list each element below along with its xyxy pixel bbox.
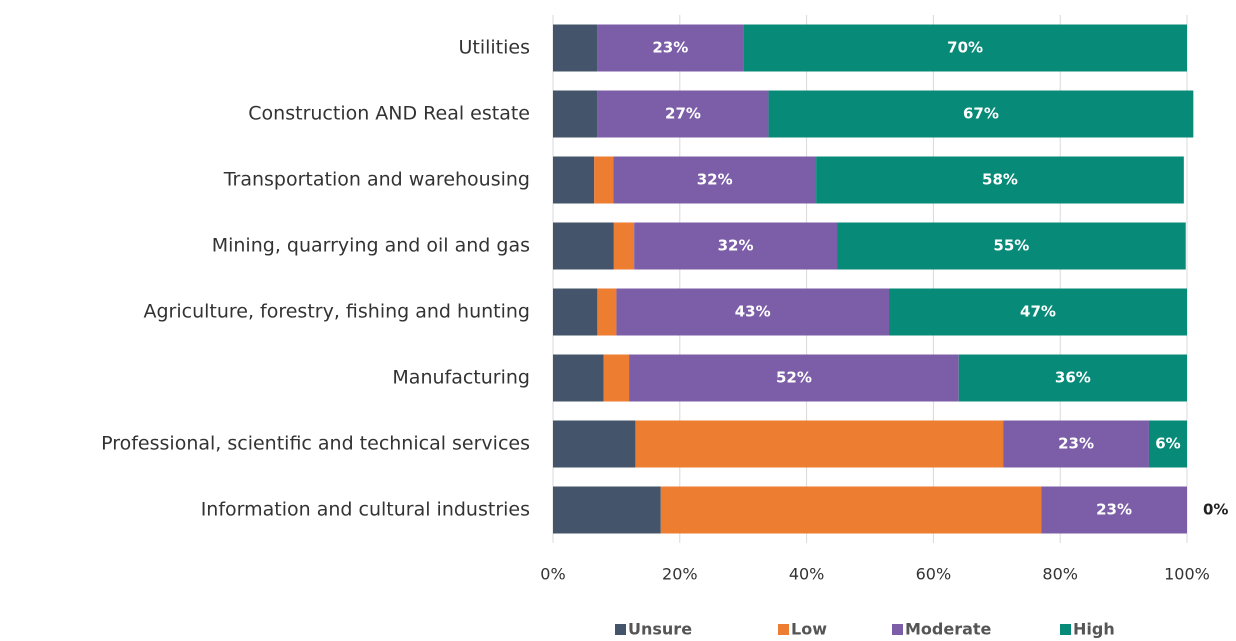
legend-label: Moderate [905,620,992,639]
data-label: 0% [1203,501,1228,519]
legend-label: High [1073,620,1115,639]
data-label: 58% [982,171,1018,189]
bar-segment [768,90,1194,138]
bar-segment [553,156,595,204]
bar-segment [553,288,598,336]
bar-segment [634,222,838,270]
x-tick-label: 0% [540,565,565,584]
data-label: 67% [963,105,999,123]
bar-segment [743,24,1187,72]
x-tick-label: 20% [662,565,698,584]
bar-segment [613,222,635,270]
data-label: 23% [652,39,688,57]
bar-segment [553,486,661,534]
bar-segment [1148,420,1187,468]
legend-swatch [1060,624,1071,635]
category-label: Information and cultural industries [201,499,530,521]
category-label: Mining, quarrying and oil and gas [212,235,530,257]
bar-segment [635,420,1004,468]
data-label: 32% [718,237,754,255]
data-label: 23% [1096,501,1132,519]
category-label: Professional, scientific and technical s… [101,433,530,455]
bar-segment [889,288,1187,336]
bar-segment [958,354,1187,402]
data-label: 52% [776,369,812,387]
data-label: 23% [1058,435,1094,453]
legend-swatch [892,624,903,635]
category-label: Utilities [458,37,530,59]
legend-label: Low [791,620,827,639]
data-label: 6% [1155,435,1180,453]
legend-swatch [615,624,626,635]
bar-segment [629,354,959,402]
bar-segment [597,24,744,72]
bar-segment [660,486,1042,534]
category-label: Manufacturing [392,367,530,389]
bar-segment [613,156,817,204]
bar-segment [553,24,598,72]
bar-segment [616,288,890,336]
data-label: 47% [1020,303,1056,321]
bar-segment [597,90,769,138]
category-label: Agriculture, forestry, fishing and hunti… [143,301,530,323]
legend-swatch [778,624,789,635]
data-label: 55% [993,237,1029,255]
bar-segment [1041,486,1187,534]
legend-label: Unsure [628,620,692,639]
bar-segment [1003,420,1149,468]
category-label: Construction AND Real estate [248,103,530,125]
category-label: Transportation and warehousing [223,169,530,191]
bar-segment [597,288,617,336]
bar-segment [594,156,614,204]
x-tick-label: 80% [1042,565,1078,584]
data-label: 32% [697,171,733,189]
bar-segment [837,222,1186,270]
bar-segment [816,156,1184,204]
bar-segment [553,420,636,468]
data-label: 43% [735,303,771,321]
data-label: 70% [947,39,983,57]
bar-segment [603,354,630,402]
bar-segment [553,90,598,138]
x-tick-label: 40% [789,565,825,584]
x-tick-label: 100% [1164,565,1210,584]
x-tick-label: 60% [916,565,952,584]
bar-segment [553,222,614,270]
data-label: 27% [665,105,701,123]
bar-segment [553,354,604,402]
data-label: 36% [1055,369,1091,387]
